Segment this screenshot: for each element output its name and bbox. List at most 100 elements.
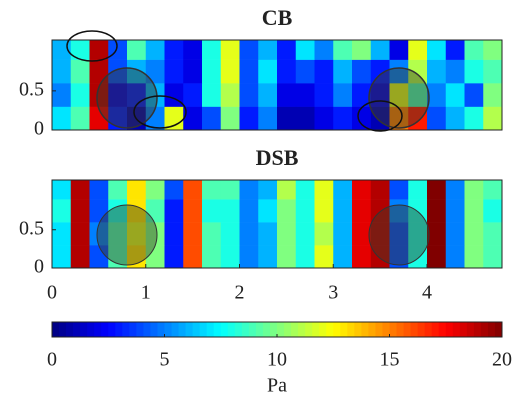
heat-cell [52,222,72,246]
heat-cell [164,199,184,223]
colorbar-step [206,322,215,337]
heat-cell [427,199,447,223]
colorbar-tick-label: 10 [267,349,287,371]
heat-cell [239,180,259,200]
heat-cell [145,40,165,60]
heat-cell [258,199,278,223]
colorbar-step [122,322,130,337]
heat-cell [408,40,428,60]
heat-cell [145,222,165,246]
heat-cell [89,106,109,131]
heat-cell [277,83,297,107]
heat-cell [445,40,465,60]
colorbar-step [171,322,180,337]
heat-cell [333,222,353,246]
heat-cell [70,222,90,246]
colorbar-step [220,322,229,337]
heat-cell [164,40,184,60]
heat-cell [70,106,90,131]
colorbar-step [59,322,67,337]
heat-cell [483,180,503,200]
heat-cell [352,40,372,60]
heat-cell [370,40,390,60]
heat-cell [202,40,222,60]
colorbar-step [333,322,341,337]
heat-cell [408,222,428,246]
heat-cell [464,40,484,60]
colorbar-step [80,322,88,337]
colorbar-step [431,322,440,337]
heat-cell [295,40,315,60]
heat-cell [445,199,465,223]
colorbar-step [410,322,419,337]
heat-cell [333,83,353,107]
colorbar-step [305,322,313,337]
x-tick-label: 4 [422,282,432,304]
colorbar-tick-label: 5 [160,349,170,371]
heat-cell [314,180,334,200]
heat-cell [145,180,165,200]
heat-cell [70,40,90,60]
heat-cell [164,222,184,246]
heat-cell [183,180,203,200]
heat-cell [52,59,72,84]
colorbar-step [298,322,306,337]
heat-cell [52,83,72,107]
colorbar-step [101,322,109,337]
heat-cell [408,245,428,269]
colorbar-step [354,322,362,337]
colorbar-step [452,322,461,337]
colorbar-tick-label: 0 [47,349,57,371]
heat-cell [277,59,297,84]
heat-cell [127,245,147,269]
heat-cell [427,83,447,107]
colorbar-step [262,322,271,337]
heat-cell [145,59,165,84]
heat-cell [89,83,109,107]
heat-cell [295,59,315,84]
chart-title: CB [262,5,293,30]
colorbar-step [213,322,222,337]
x-tick-label: 2 [235,282,245,304]
heat-cell [127,222,147,246]
heat-cell [464,59,484,84]
heat-cell [258,245,278,269]
heat-cell [427,40,447,60]
heat-cell [445,83,465,107]
heat-cell [258,222,278,246]
chart-title: DSB [256,145,299,170]
heat-cell [183,222,203,246]
colorbar-step [192,322,201,337]
car-overlay [96,204,430,266]
colorbar-step [375,322,383,337]
heat-cell [202,59,222,84]
y-tick-label: 0 [34,256,44,278]
heat-cell [277,199,297,223]
colorbar-step [66,322,74,337]
heat-cell [277,180,297,200]
colorbar-step [108,322,116,337]
colorbar-step [129,322,137,337]
colorbar-step [466,322,475,337]
heat-cell [145,83,165,107]
x-tick-label: 0 [47,282,57,304]
heat-cell [389,245,409,269]
colorbar-step [241,322,250,337]
heat-cell [164,59,184,84]
colorbar-step [312,322,320,337]
heat-cell [295,180,315,200]
heat-cell [427,59,447,84]
heat-cell [314,59,334,84]
colorbar-step [255,322,264,337]
heat-cell [370,222,390,246]
heat-cell [352,245,372,269]
heat-cell [89,222,109,246]
colorbar-step [403,322,412,337]
heat-cell [52,245,72,269]
heat-cell [164,83,184,107]
colorbar-tick-label: 20 [492,349,512,371]
colorbar-step [480,322,489,337]
heat-cell [127,59,147,84]
heat-cell [352,199,372,223]
